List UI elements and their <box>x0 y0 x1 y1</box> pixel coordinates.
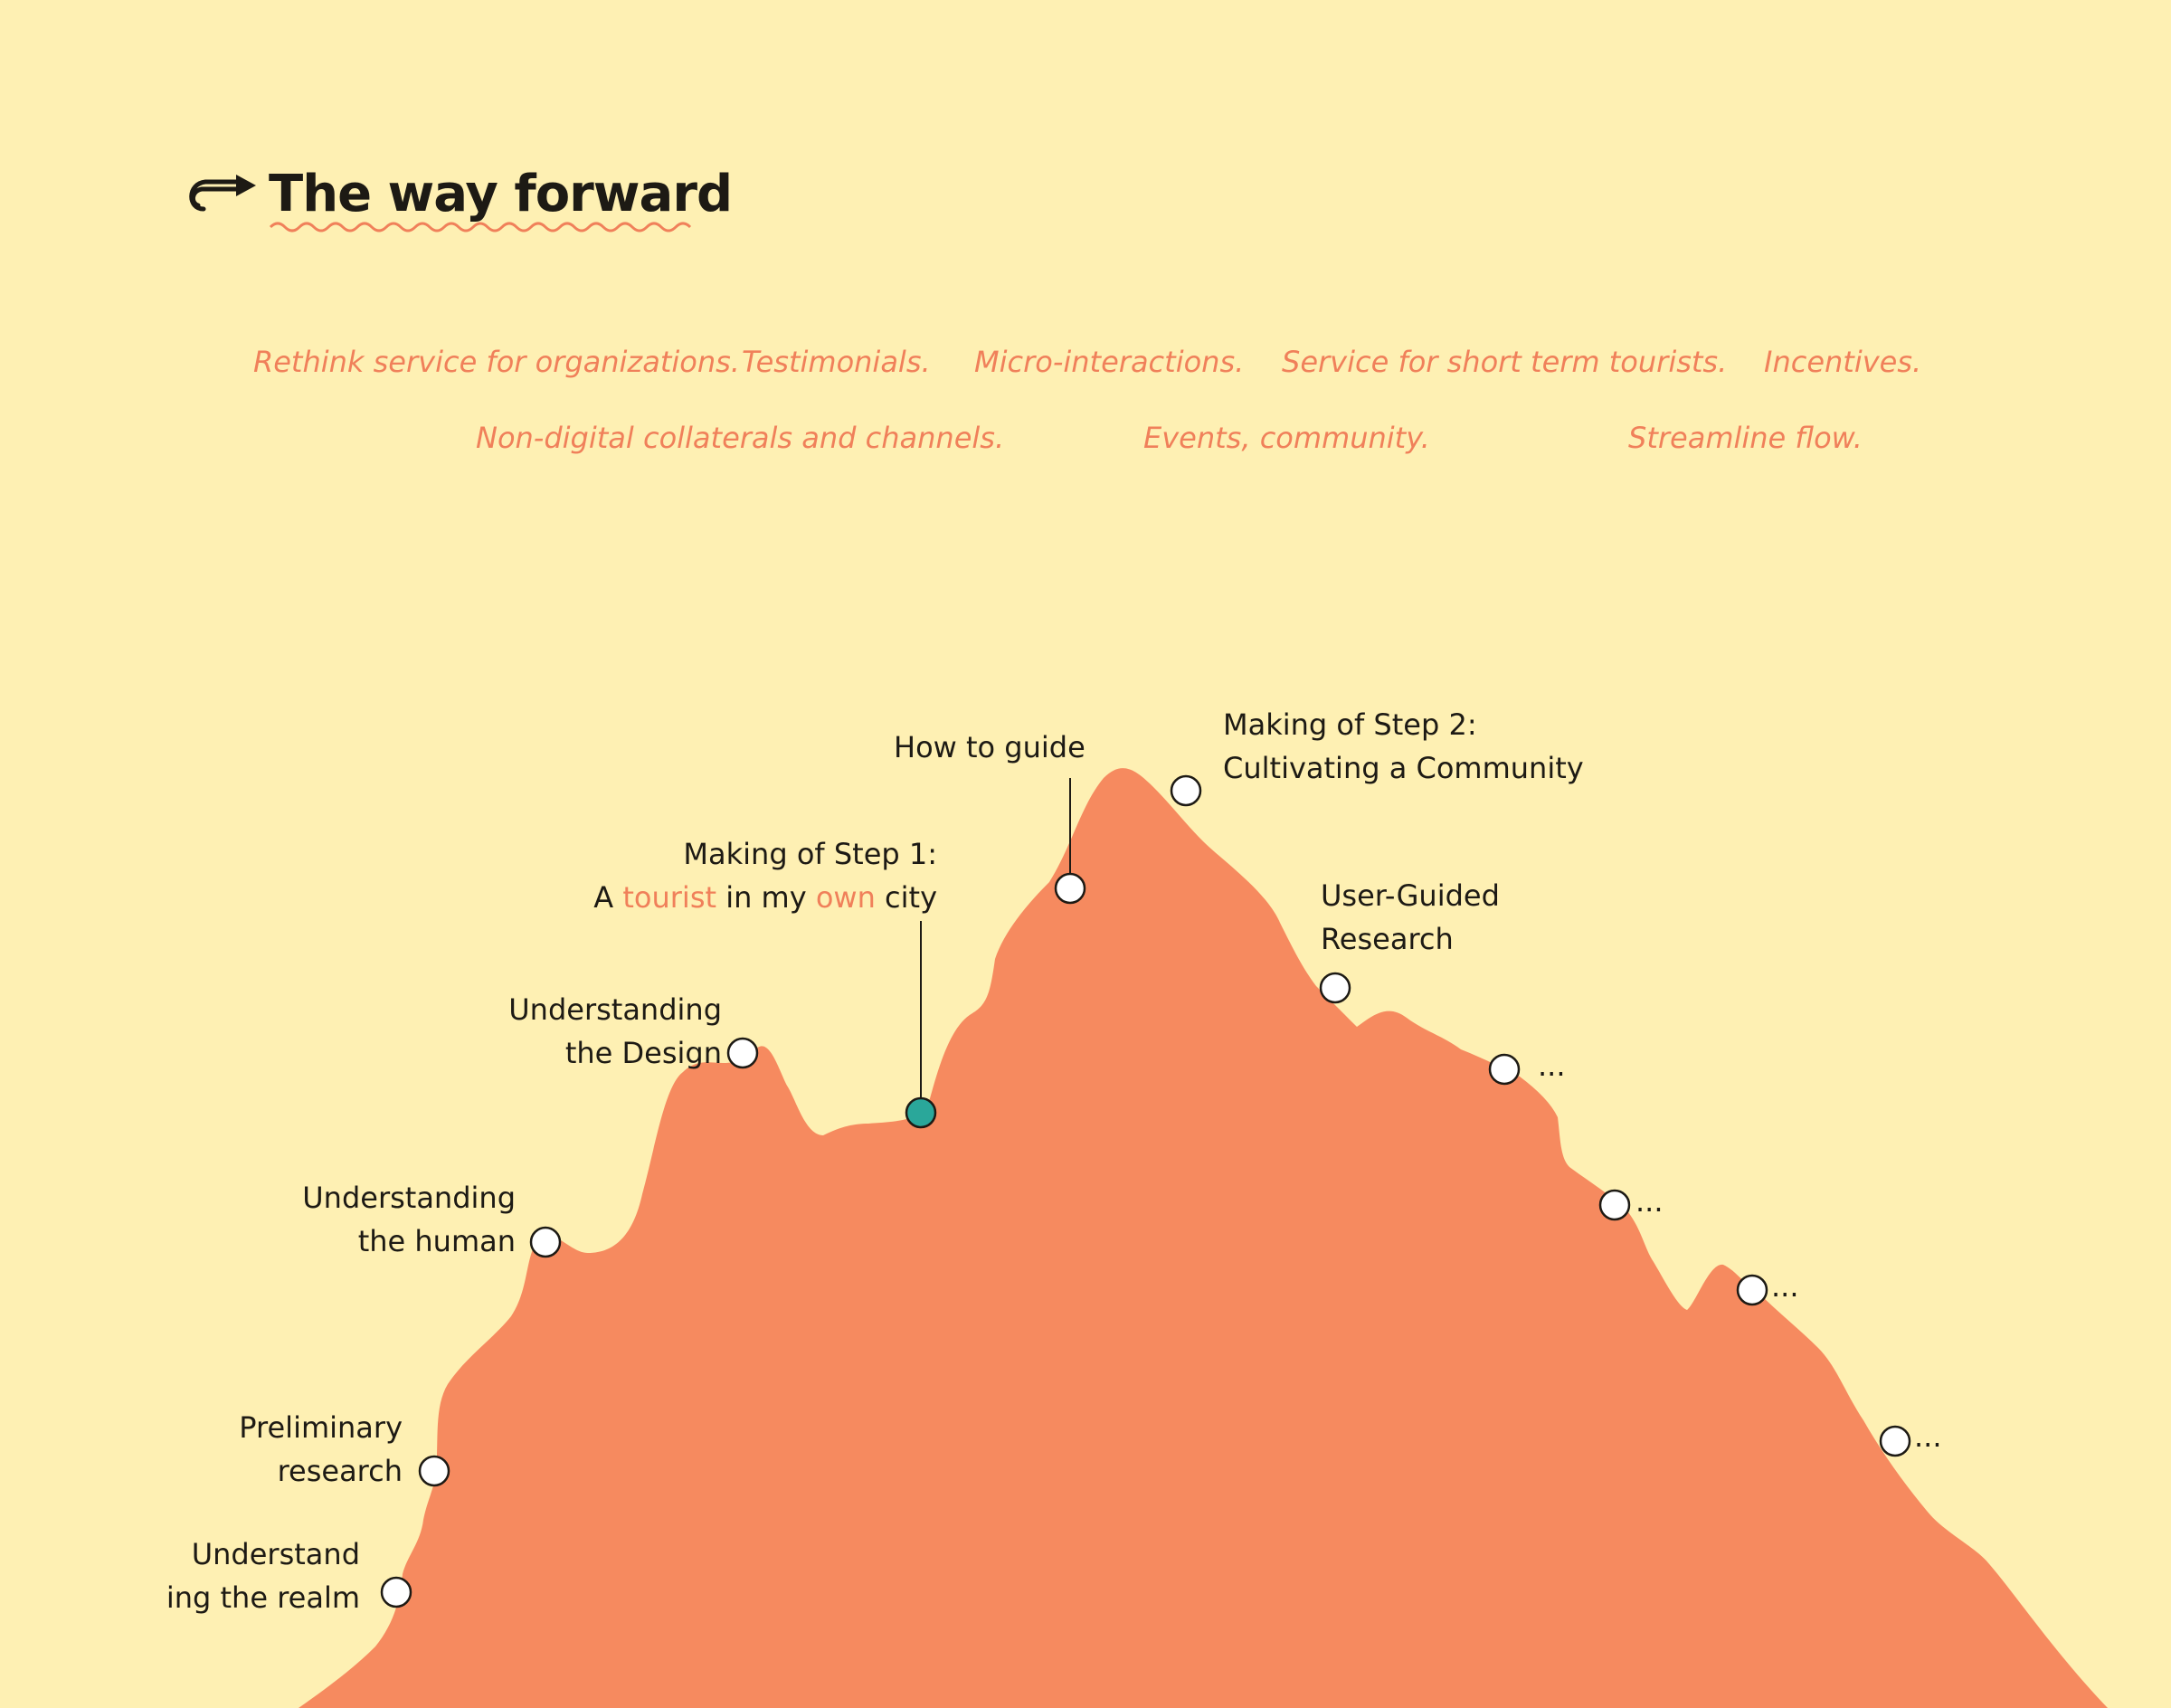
mountain-shape <box>299 768 2108 1708</box>
label-future-3: ... <box>1771 1269 1799 1304</box>
label-realm: Understand ing the realm <box>166 1537 360 1615</box>
label-step2: Making of Step 2: Cultivating a Communit… <box>1223 707 1584 785</box>
label-future-2: ... <box>1635 1184 1664 1219</box>
page-title: The way forward <box>269 165 733 223</box>
idea-non-digital: Non-digital collaterals and channels. <box>476 421 1005 455</box>
marker-design[interactable] <box>726 1037 759 1069</box>
label-human: Understanding the human <box>302 1181 516 1258</box>
marker-step1-current[interactable] <box>905 1096 937 1129</box>
label-future-4: ... <box>1914 1419 1942 1454</box>
title-underline <box>269 222 692 232</box>
marker-future-1[interactable] <box>1488 1053 1521 1086</box>
idea-testimonials: Testimonials. <box>742 345 931 379</box>
marker-realm[interactable] <box>380 1576 412 1608</box>
marker-step2[interactable] <box>1170 774 1202 807</box>
label-preliminary: Preliminary research <box>239 1410 403 1488</box>
marker-preliminary[interactable] <box>418 1455 450 1487</box>
marker-human[interactable] <box>529 1226 562 1258</box>
idea-streamline-flow: Streamline flow. <box>1628 421 1863 455</box>
label-future-1: ... <box>1538 1049 1566 1083</box>
label-user-guided: User-Guided Research <box>1321 878 1500 956</box>
label-step1: Making of Step 1: A tourist in my own ci… <box>593 832 937 919</box>
idea-micro-interactions: Micro-interactions. <box>974 345 1245 379</box>
idea-rethink-service: Rethink service for organizations. <box>253 345 740 379</box>
marker-guide[interactable] <box>1054 872 1086 905</box>
idea-incentives: Incentives. <box>1764 345 1922 379</box>
step1-subtitle: A tourist in my own city <box>593 880 937 915</box>
idea-short-term-tourists: Service for short term tourists. <box>1282 345 1728 379</box>
idea-events-community: Events, community. <box>1143 421 1430 455</box>
label-design: Understanding the Design <box>508 992 722 1070</box>
curved-arrow-icon <box>189 175 256 212</box>
marker-future-3[interactable] <box>1736 1274 1768 1306</box>
label-guide: How to guide <box>894 730 1086 764</box>
marker-future-4[interactable] <box>1879 1425 1911 1457</box>
marker-future-2[interactable] <box>1598 1189 1631 1221</box>
marker-user-guided[interactable] <box>1319 972 1351 1004</box>
